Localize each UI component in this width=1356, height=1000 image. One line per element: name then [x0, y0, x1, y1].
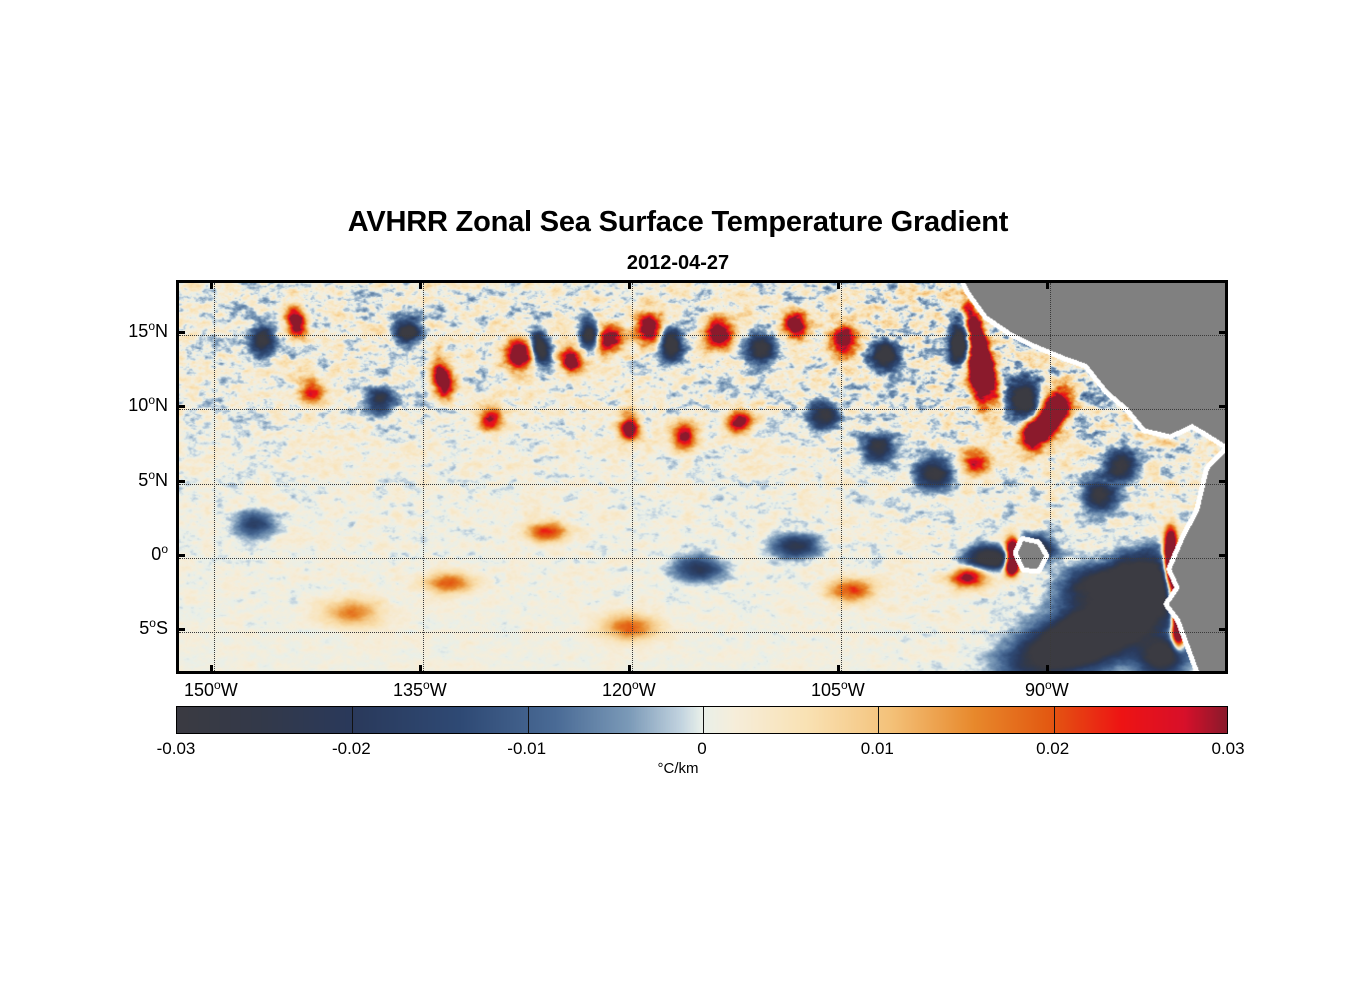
colorbar-tick-label: -0.02: [331, 739, 371, 758]
map-plot-area: [176, 280, 1228, 674]
x-tick-mark-top: [209, 280, 213, 289]
colorbar-tick-label: 0: [697, 739, 707, 758]
colorbar: [176, 706, 1228, 734]
chart-subtitle: 2012-04-27: [626, 252, 730, 274]
x-axis-tick-label: 120oW: [601, 678, 656, 700]
colorbar-tick-label: -0.01: [507, 739, 547, 758]
colorbar-tick-mark: [703, 707, 704, 733]
colorbar-tick-mark: [352, 707, 354, 733]
degree-symbol: o: [214, 678, 221, 692]
colorbar-unit-label: °C/km: [657, 760, 699, 777]
x-tick-mark-top: [418, 280, 422, 289]
degree-symbol: o: [148, 467, 155, 482]
degree-symbol: o: [149, 616, 156, 631]
y-tick-mark: [176, 331, 185, 335]
colorbar-tick-mark: [527, 707, 529, 733]
x-tick-mark: [836, 665, 840, 674]
degree-symbol: o: [423, 678, 430, 692]
degree-symbol: o: [1045, 678, 1052, 692]
y-axis-tick-label: 5oN: [138, 467, 168, 490]
y-tick-mark: [176, 405, 185, 409]
y-tick-mark: [176, 554, 185, 558]
degree-symbol: o: [841, 678, 848, 692]
colorbar-tick-label: 0.01: [860, 739, 894, 758]
x-tick-mark: [1045, 665, 1049, 674]
x-tick-mark: [209, 665, 213, 674]
y-axis-tick-label: 10oN: [128, 393, 168, 416]
x-axis-tick-label: 135oW: [392, 678, 447, 700]
y-axis-tick-label: 0o: [151, 542, 168, 565]
x-tick-mark: [627, 665, 631, 674]
y-tick-mark-right: [1219, 405, 1228, 409]
chart-title: AVHRR Zonal Sea Surface Temperature Grad…: [347, 206, 1009, 238]
colorbar-tick-mark: [1053, 707, 1055, 733]
y-tick-mark-right: [1219, 554, 1228, 558]
colorbar-tick-mark: [878, 707, 880, 733]
y-tick-mark: [176, 628, 185, 632]
y-tick-mark-right: [1219, 479, 1228, 483]
colorbar-tick-label: 0.02: [1036, 739, 1070, 758]
x-axis-tick-label: 105oW: [810, 678, 865, 700]
colorbar-gradient: [177, 707, 1227, 733]
x-tick-mark-top: [627, 280, 631, 289]
x-axis-tick-label: 90oW: [1025, 678, 1069, 700]
colorbar-tick-label: -0.03: [156, 739, 196, 758]
colorbar-tick-label: 0.03: [1211, 739, 1245, 758]
y-axis-tick-label: 15oN: [128, 319, 168, 342]
y-tick-mark-right: [1219, 628, 1228, 632]
y-tick-mark: [176, 479, 185, 483]
x-tick-mark-top: [1045, 280, 1049, 289]
degree-symbol: o: [632, 678, 639, 692]
sst-gradient-heatmap: [179, 283, 1225, 671]
y-tick-mark-right: [1219, 331, 1228, 335]
x-tick-mark-top: [836, 280, 840, 289]
degree-symbol: o: [148, 393, 155, 408]
degree-symbol: o: [148, 319, 155, 334]
degree-symbol: o: [161, 542, 168, 557]
y-axis-tick-label: 5oS: [139, 616, 168, 639]
x-tick-mark: [418, 665, 422, 674]
x-axis-tick-label: 150oW: [183, 678, 238, 700]
